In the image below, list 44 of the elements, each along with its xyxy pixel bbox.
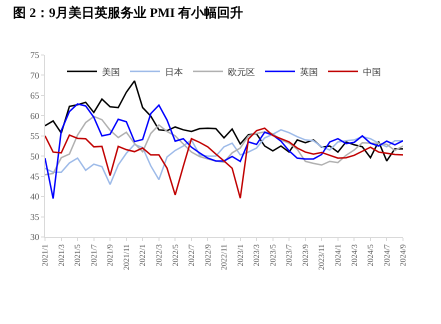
line-series: [45, 127, 403, 199]
y-tick-label: 65: [30, 90, 40, 101]
x-tick-label: 2024/3: [350, 244, 359, 266]
x-tick-label: 2023/11: [317, 244, 326, 270]
x-tick-label: 2021/11: [122, 244, 131, 270]
x-tick-label: 2023/1: [236, 244, 245, 266]
y-tick-label: 30: [30, 232, 40, 242]
chart-title: 图 2：9月美日英服务业 PMI 有小幅回升: [13, 5, 244, 20]
x-tick-label: 2022/5: [170, 244, 180, 266]
x-tick-label: 2024/1: [334, 244, 343, 266]
x-tick-label: 2023/3: [252, 244, 262, 266]
x-tick-label: 2023/7: [284, 244, 294, 266]
x-tick-label: 2024/9: [398, 244, 408, 266]
y-tick-label: 50: [30, 151, 40, 162]
x-tick-label: 2022/7: [187, 244, 196, 266]
y-tick-label: 45: [30, 171, 40, 182]
x-tick-label: 2022/11: [220, 244, 229, 270]
x-tick-label: 2022/9: [203, 244, 212, 266]
line-series: [45, 103, 403, 200]
y-tick-label: 40: [30, 192, 40, 202]
x-tick-label: 2021/3: [56, 244, 66, 266]
x-tick-label: 2023/5: [268, 244, 278, 266]
legend-label: 日本: [165, 66, 183, 77]
legend-label: 英国: [300, 66, 318, 77]
x-tick-label: 2024/5: [366, 244, 376, 266]
x-tick-label: 2022/3: [154, 244, 164, 266]
x-tick-label: 2021/7: [89, 244, 98, 266]
legend-label: 中国: [363, 66, 381, 77]
legend-label: 欧元区: [228, 66, 255, 77]
x-tick-label: 2022/1: [138, 244, 148, 266]
legend-label: 美国: [102, 66, 120, 77]
y-tick-label: 75: [30, 50, 40, 60]
line-series: [45, 116, 403, 176]
x-tick-label: 2024/7: [382, 244, 392, 266]
x-tick-label: 2021/1: [40, 244, 50, 266]
x-tick-label: 2023/9: [300, 244, 310, 266]
y-tick-label: 60: [30, 110, 40, 121]
x-tick-label: 2021/9: [106, 244, 115, 266]
y-tick-label: 55: [30, 131, 40, 142]
x-tick-label: 2021/5: [73, 244, 82, 266]
line-series: [45, 129, 403, 186]
y-tick-label: 35: [30, 212, 40, 222]
line-series: [45, 80, 403, 162]
y-tick-label: 70: [30, 70, 40, 80]
